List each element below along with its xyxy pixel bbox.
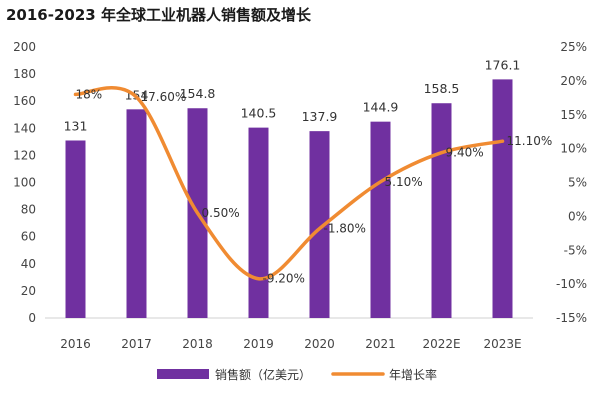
x-tick-label: 2020 [304, 337, 335, 351]
bar-data-label: 131 [64, 118, 88, 133]
x-tick-label: 2021 [365, 337, 396, 351]
right-tick-label: 10% [560, 142, 587, 156]
left-tick-label: 60 [21, 230, 36, 244]
legend-swatch-bar [157, 369, 209, 379]
left-axis-ticks: 0 20 40 60 80 100 120 140 160 180 200 [13, 40, 36, 325]
right-tick-label: 5% [568, 176, 587, 190]
line-data-label: 17.60% [141, 90, 187, 104]
left-tick-label: 40 [21, 257, 36, 271]
right-tick-label: -15% [556, 311, 587, 325]
bar [65, 140, 86, 318]
right-tick-label: 20% [560, 74, 587, 88]
line-data-label: -9.20% [263, 272, 305, 286]
left-tick-label: 20 [21, 284, 36, 298]
bar [248, 127, 269, 318]
x-tick-label: 2022E [422, 337, 460, 351]
bar [431, 103, 452, 318]
line-data-label: -1.80% [324, 222, 366, 236]
right-axis-ticks: -15% -10% -5% 0% 5% 10% 15% 20% 25% [556, 40, 587, 325]
bar-data-label: 154.8 [180, 86, 216, 101]
legend-label-line: 年增长率 [389, 367, 437, 382]
bar-series [65, 79, 513, 319]
x-tick-label: 2017 [121, 337, 152, 351]
left-tick-label: 180 [13, 67, 36, 81]
bar-data-label: 176.1 [485, 57, 521, 72]
left-tick-label: 140 [13, 121, 36, 135]
bar-data-label: 158.5 [424, 81, 460, 96]
right-tick-label: -5% [564, 243, 587, 257]
bar-data-label: 140.5 [241, 106, 277, 121]
x-axis-ticks: 2016 2017 2018 2019 2020 2021 2022E 2023E [60, 337, 521, 351]
right-tick-label: 0% [568, 209, 587, 223]
legend-label-bar: 销售额（亿美元） [215, 367, 311, 382]
right-tick-label: 25% [560, 40, 587, 54]
x-tick-label: 2019 [243, 337, 274, 351]
bar-data-label: 137.9 [302, 109, 338, 124]
line-data-labels: 18% 17.60% 0.50% -9.20% -1.80% 5.10% 9.40% 11.1… [76, 87, 553, 285]
x-tick-label: 2018 [182, 337, 213, 351]
x-tick-label: 2023E [483, 337, 521, 351]
left-tick-label: 100 [13, 176, 36, 190]
bar [126, 109, 147, 318]
bar-data-label: 144.9 [363, 100, 399, 115]
line-data-label: 5.10% [385, 175, 423, 189]
right-tick-label: -10% [556, 277, 587, 291]
line-data-label: 11.10% [507, 134, 553, 148]
legend: 销售额（亿美元） 年增长率 [157, 367, 437, 382]
left-tick-label: 80 [21, 203, 36, 217]
left-tick-label: 200 [13, 40, 36, 54]
line-data-label: 18% [76, 87, 103, 101]
left-tick-label: 0 [28, 311, 36, 325]
growth-rate-line [73, 86, 505, 281]
line-data-label: 0.50% [202, 206, 240, 220]
bar [309, 131, 330, 318]
chart-title: 2016-2023 年全球工业机器人销售额及增长 [6, 6, 311, 24]
left-tick-label: 160 [13, 94, 36, 108]
bar [492, 79, 513, 319]
right-tick-label: 15% [560, 108, 587, 122]
bar [370, 121, 391, 319]
left-tick-label: 120 [13, 148, 36, 162]
x-tick-label: 2016 [60, 337, 91, 351]
line-data-label: 9.40% [446, 146, 484, 160]
